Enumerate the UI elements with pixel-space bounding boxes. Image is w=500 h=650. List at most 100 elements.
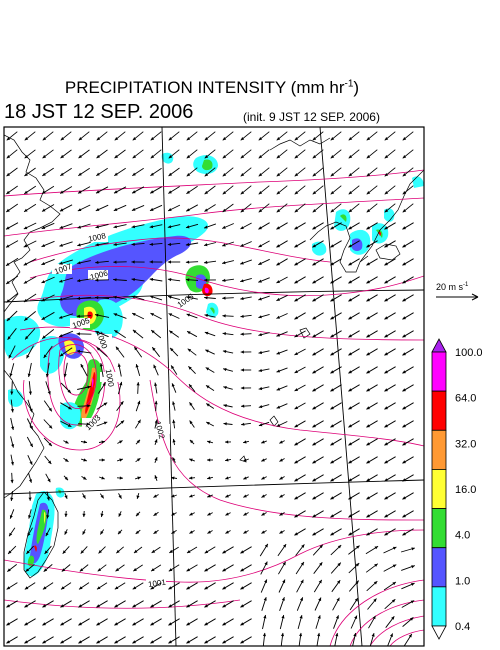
coast-honshu [359, 169, 424, 263]
wind-arrow [132, 600, 144, 608]
wind-arrow [62, 546, 70, 554]
wind-arrow [240, 222, 252, 230]
wind-arrow [348, 510, 360, 518]
wind-arrow [99, 476, 105, 480]
wind-arrow [240, 404, 252, 408]
wind-arrow [258, 368, 270, 372]
wind-arrow [402, 528, 414, 536]
wind-arrow [169, 546, 179, 554]
isobar-o [349, 599, 424, 646]
wind-arrow [312, 420, 324, 428]
wind-arrow [276, 149, 288, 159]
wind-arrow [330, 438, 342, 446]
wind-arrow [402, 384, 414, 392]
wind-arrow [167, 278, 181, 282]
wind-arrow [43, 419, 53, 429]
wind-arrow [42, 636, 54, 644]
wind-arrow [10, 454, 14, 466]
wind-arrow [24, 167, 36, 177]
wind-arrow [99, 458, 105, 462]
wind-arrow [154, 400, 158, 412]
wind-arrow [171, 530, 177, 534]
wind-arrow [276, 203, 288, 213]
wind-arrow [172, 419, 176, 429]
wind-arrow [312, 456, 324, 464]
wind-arrow [78, 149, 90, 159]
wind-arrow [384, 330, 396, 338]
wind-arrow [95, 223, 109, 229]
wind-arrow [258, 277, 270, 283]
wind-arrow [330, 544, 342, 556]
wind-arrow [154, 439, 158, 445]
wind-arrow [23, 258, 37, 266]
wind-arrow [186, 564, 198, 572]
wind-arrow [348, 131, 360, 141]
wind-arrow [154, 475, 158, 481]
wind-arrow [136, 382, 140, 394]
wind-arrow [223, 422, 233, 426]
wind-arrow [384, 384, 396, 392]
wind-arrow [294, 384, 306, 392]
wind-arrow [333, 615, 339, 629]
wind-arrow [297, 614, 303, 630]
isobar-j [63, 352, 89, 396]
wind-arrow [60, 420, 72, 428]
precip-cell-34 [412, 176, 424, 188]
wind-arrow [366, 402, 378, 410]
wind-arrow [186, 636, 198, 644]
wind-arrow [41, 240, 55, 248]
wind-arrow [222, 636, 234, 644]
wind-arrow [330, 222, 342, 230]
wind-arrow [365, 563, 379, 573]
wind-arrow [24, 328, 36, 340]
wind-arrow [222, 223, 234, 229]
wind-arrow [27, 362, 32, 378]
wind-arrow [113, 242, 127, 246]
wind-arrow [96, 618, 108, 626]
wind-arrow [261, 494, 267, 498]
wind-arrow [294, 348, 306, 356]
grid-lat-2 [4, 479, 424, 495]
wind-arrow [330, 258, 342, 266]
colorbar-label-6: 0.4 [455, 621, 470, 633]
wind-arrow [224, 440, 232, 444]
wind-arrow [82, 510, 86, 518]
wind-arrow [154, 457, 158, 463]
coast-okinawa-3 [239, 455, 247, 463]
wind-arrow [330, 240, 342, 248]
wind-arrow [204, 296, 216, 300]
wind-arrow [76, 349, 92, 354]
wind-arrow [95, 330, 109, 338]
wind-arrow [384, 185, 396, 195]
wind-arrow [150, 329, 162, 339]
colorbar-label-0: 100.0 [455, 347, 483, 359]
wind-arrow [279, 440, 285, 444]
wind-arrow [189, 494, 195, 498]
wind-arrow [222, 350, 234, 354]
wind-arrow [402, 456, 414, 464]
isobar-b [4, 197, 424, 237]
wind-arrow [221, 241, 235, 247]
precip-cell-28 [352, 238, 363, 251]
wind-arrow [41, 222, 55, 230]
wind-arrow [6, 600, 18, 608]
wind-arrow [365, 545, 379, 555]
wind-arrow [168, 330, 180, 338]
wind-arrow [77, 241, 91, 247]
wind-arrow [276, 167, 288, 177]
wind-arrow [330, 167, 342, 177]
wind-arrow [96, 402, 108, 410]
wind-arrow [78, 600, 90, 608]
wind-arrow [240, 350, 252, 354]
wind-arrow [334, 632, 339, 646]
wind-arrow [100, 510, 104, 518]
wind-arrow [366, 492, 378, 500]
wind-arrow [186, 295, 198, 300]
wind-arrow [94, 313, 110, 318]
wind-arrow [401, 565, 415, 571]
wind-arrow [348, 492, 360, 500]
wind-arrow [315, 615, 321, 629]
wind-arrow [295, 561, 305, 575]
wind-arrow [113, 186, 127, 194]
wind-arrow [348, 474, 360, 482]
